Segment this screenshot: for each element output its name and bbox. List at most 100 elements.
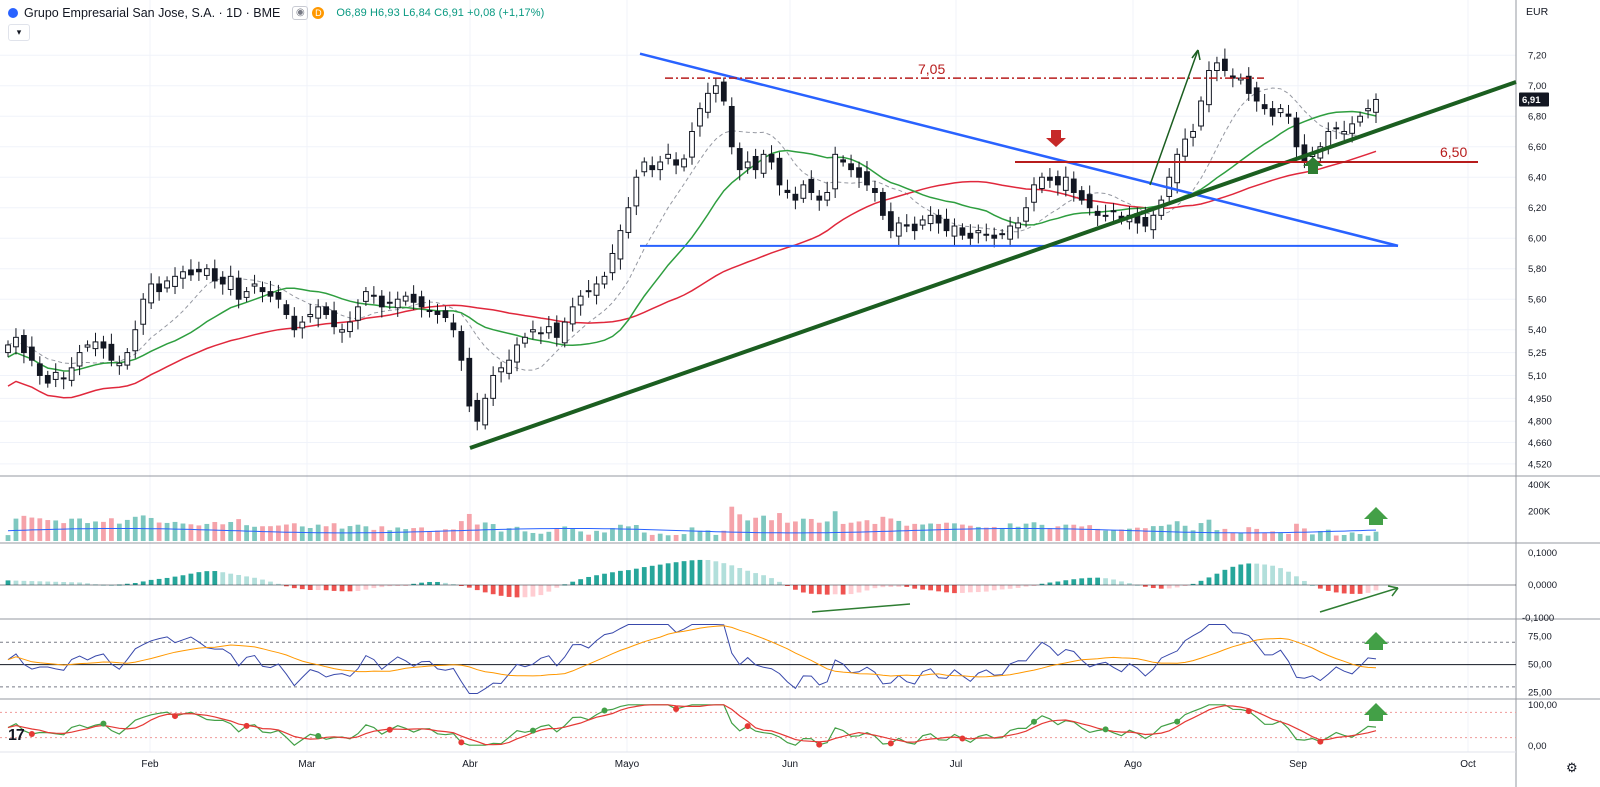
price-axis-label: 4,950 — [1528, 394, 1552, 405]
symbol-title[interactable]: Grupo Empresarial San Jose, S.A. · 1D · … — [24, 6, 281, 20]
tradingview-logo-icon[interactable]: 17 — [8, 727, 25, 744]
macd-histogram-bar — [983, 585, 989, 592]
volume-bar — [164, 522, 170, 541]
volume-bar — [13, 518, 19, 541]
candle — [752, 155, 759, 171]
candle — [92, 341, 99, 350]
candle — [315, 306, 322, 319]
candle — [537, 332, 544, 335]
chevron-down-icon[interactable]: ▾ — [8, 24, 30, 41]
candle — [609, 252, 616, 274]
macd-histogram-bar — [1286, 571, 1291, 585]
macd-histogram-bar — [944, 585, 949, 593]
volume-bar — [29, 517, 35, 541]
candle — [100, 341, 107, 349]
candle — [243, 291, 250, 298]
macd-histogram-bar — [681, 561, 687, 585]
volume-bar — [538, 533, 544, 541]
candle — [697, 108, 703, 127]
macd-histogram-bar — [1190, 583, 1196, 585]
candle — [911, 223, 918, 232]
candle — [1094, 210, 1101, 216]
macd-histogram-bar — [936, 585, 941, 592]
candle — [561, 321, 568, 344]
macd-histogram-bar — [649, 565, 655, 585]
candle — [1221, 58, 1228, 71]
macd-histogram-bar — [1031, 585, 1037, 586]
volume-bar — [1270, 531, 1275, 541]
candle — [410, 293, 417, 303]
volume-bar — [1262, 532, 1268, 541]
macd-histogram-bar — [53, 581, 59, 585]
time-axis-label: Sep — [1289, 759, 1307, 770]
data-badge[interactable]: D — [312, 7, 325, 19]
macd-histogram-bar — [276, 583, 281, 585]
candle — [52, 371, 59, 380]
stoch-cross-dot — [386, 726, 393, 733]
macd-histogram-bar — [657, 564, 663, 585]
time-axis-label: Feb — [141, 759, 159, 770]
candle — [1062, 176, 1069, 191]
volume-bar — [1309, 534, 1315, 541]
stoch-k-line — [7, 704, 1377, 746]
candle — [800, 184, 807, 199]
volume-bar — [554, 528, 560, 541]
volume-bar — [498, 531, 504, 541]
volume-bar — [673, 534, 679, 541]
candle — [195, 268, 202, 273]
stoch-cross-dot — [1317, 738, 1324, 745]
up-arrow-marker-icon — [1303, 157, 1323, 174]
macd-axis-label: 0,0000 — [1528, 580, 1557, 591]
volume-bar — [936, 523, 941, 541]
volume-bar — [1015, 526, 1021, 541]
volume-bar — [387, 530, 393, 541]
candle — [108, 343, 115, 361]
macd-histogram-bar — [952, 585, 957, 594]
candle — [856, 167, 862, 178]
symbol-logo-icon[interactable] — [8, 8, 18, 18]
macd-histogram-bar — [522, 585, 528, 598]
volume-bar — [633, 524, 639, 541]
time-axis-label: Abr — [462, 759, 478, 770]
gear-icon[interactable]: ⚙ — [1566, 760, 1578, 775]
macd-histogram-bar — [188, 573, 194, 585]
macd-histogram-bar — [85, 583, 90, 585]
volume-bar — [904, 525, 910, 541]
macd-histogram-bar — [132, 583, 138, 585]
candle — [514, 344, 520, 363]
macd-histogram-bar — [379, 585, 385, 588]
volume-bar — [856, 521, 862, 541]
volume-bar — [1142, 528, 1148, 541]
macd-histogram-bar — [1246, 563, 1252, 585]
candle — [760, 153, 767, 174]
ohlc-readout: O6,89 H6,93 L6,84 C6,91 +0,08 (+1,17%) — [336, 7, 545, 19]
volume-bar — [347, 526, 353, 541]
candle — [935, 214, 942, 224]
candle — [203, 268, 210, 276]
currency-label[interactable]: EUR — [1526, 6, 1549, 18]
volume-bar — [252, 526, 257, 541]
macd-histogram-bar — [283, 585, 289, 587]
macd-histogram-bar — [1103, 578, 1108, 585]
eye-icon[interactable]: ◉ — [292, 6, 309, 20]
candle — [681, 158, 687, 168]
candle — [720, 81, 727, 102]
stoch-cross-dot — [673, 706, 680, 713]
stoch-cross-dot — [601, 707, 608, 714]
breakout-arrow-line — [1149, 49, 1199, 186]
volume-bar — [172, 521, 178, 541]
macd-histogram-bar — [443, 582, 448, 585]
volume-bar — [93, 521, 98, 541]
volume-bar — [761, 515, 766, 541]
volume-bar — [610, 528, 615, 541]
volume-bar — [411, 528, 417, 541]
candle — [116, 362, 123, 367]
macd-histogram-bar — [474, 585, 480, 591]
candle — [474, 399, 481, 422]
candle — [28, 346, 35, 361]
volume-bar — [419, 527, 424, 541]
candle — [895, 222, 902, 237]
macd-histogram-bar — [761, 575, 766, 585]
candle — [227, 275, 234, 290]
